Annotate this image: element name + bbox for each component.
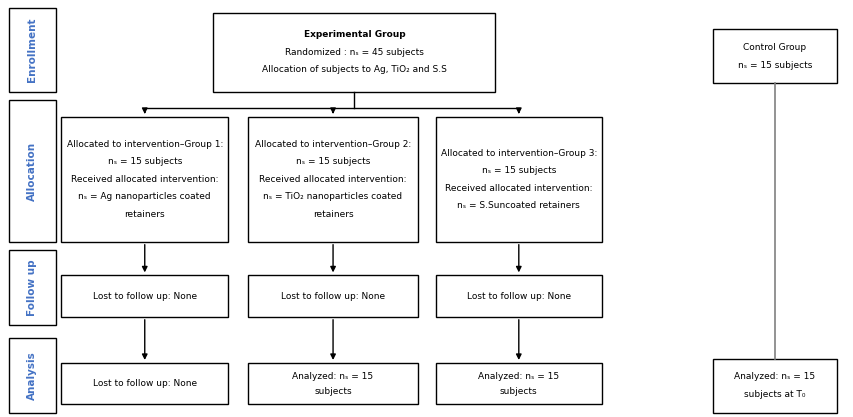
Text: Analysis: Analysis xyxy=(27,351,37,399)
Text: retainers: retainers xyxy=(125,210,165,219)
Text: Enrollment: Enrollment xyxy=(27,18,37,82)
Text: Lost to follow up: None: Lost to follow up: None xyxy=(93,291,196,301)
Text: Analyzed: nₛ = 15: Analyzed: nₛ = 15 xyxy=(293,372,373,381)
Text: nₛ = TiO₂ nanoparticles coated: nₛ = TiO₂ nanoparticles coated xyxy=(264,192,402,201)
Text: Received allocated intervention:: Received allocated intervention: xyxy=(71,175,218,184)
Text: subjects at T₀: subjects at T₀ xyxy=(743,390,805,399)
Text: subjects: subjects xyxy=(499,387,537,396)
Text: Allocation of subjects to Ag, TiO₂ and S.S: Allocation of subjects to Ag, TiO₂ and S… xyxy=(262,65,446,74)
FancyBboxPatch shape xyxy=(213,13,495,92)
Text: Lost to follow up: None: Lost to follow up: None xyxy=(467,291,570,301)
Text: nₛ = Ag nanoparticles coated: nₛ = Ag nanoparticles coated xyxy=(78,192,211,201)
Text: Lost to follow up: None: Lost to follow up: None xyxy=(281,291,385,301)
Text: Lost to follow up: None: Lost to follow up: None xyxy=(93,379,196,388)
FancyBboxPatch shape xyxy=(61,363,228,404)
FancyBboxPatch shape xyxy=(247,363,418,404)
Text: nₛ = 15 subjects: nₛ = 15 subjects xyxy=(295,157,370,166)
Text: nₛ = S.Suncoated retainers: nₛ = S.Suncoated retainers xyxy=(457,201,579,210)
Text: retainers: retainers xyxy=(312,210,353,219)
Text: nₛ = 15 subjects: nₛ = 15 subjects xyxy=(107,157,182,166)
Text: nₛ = 15 subjects: nₛ = 15 subjects xyxy=(737,60,811,70)
Text: Analyzed: nₛ = 15: Analyzed: nₛ = 15 xyxy=(734,372,815,382)
FancyBboxPatch shape xyxy=(435,363,601,404)
FancyBboxPatch shape xyxy=(712,359,836,413)
FancyBboxPatch shape xyxy=(435,275,601,317)
FancyBboxPatch shape xyxy=(9,8,55,92)
FancyBboxPatch shape xyxy=(9,250,55,325)
FancyBboxPatch shape xyxy=(247,275,418,317)
Text: Received allocated intervention:: Received allocated intervention: xyxy=(444,183,592,193)
FancyBboxPatch shape xyxy=(9,338,55,413)
FancyBboxPatch shape xyxy=(61,275,228,317)
Text: Allocated to intervention–Group 2:: Allocated to intervention–Group 2: xyxy=(255,140,410,149)
Text: Analyzed: nₛ = 15: Analyzed: nₛ = 15 xyxy=(478,372,559,381)
FancyBboxPatch shape xyxy=(435,117,601,242)
Text: Allocation: Allocation xyxy=(27,141,37,201)
Text: subjects: subjects xyxy=(314,387,351,396)
FancyBboxPatch shape xyxy=(61,117,228,242)
Text: Follow up: Follow up xyxy=(27,259,37,316)
FancyBboxPatch shape xyxy=(247,117,418,242)
Text: Randomized : nₛ = 45 subjects: Randomized : nₛ = 45 subjects xyxy=(285,48,423,57)
FancyBboxPatch shape xyxy=(9,100,55,242)
Text: Allocated to intervention–Group 1:: Allocated to intervention–Group 1: xyxy=(67,140,223,149)
Text: Control Group: Control Group xyxy=(743,43,805,52)
Text: Allocated to intervention–Group 3:: Allocated to intervention–Group 3: xyxy=(440,148,596,158)
Text: nₛ = 15 subjects: nₛ = 15 subjects xyxy=(481,166,555,175)
Text: Experimental Group: Experimental Group xyxy=(304,30,404,39)
Text: Received allocated intervention:: Received allocated intervention: xyxy=(259,175,406,184)
FancyBboxPatch shape xyxy=(712,29,836,83)
